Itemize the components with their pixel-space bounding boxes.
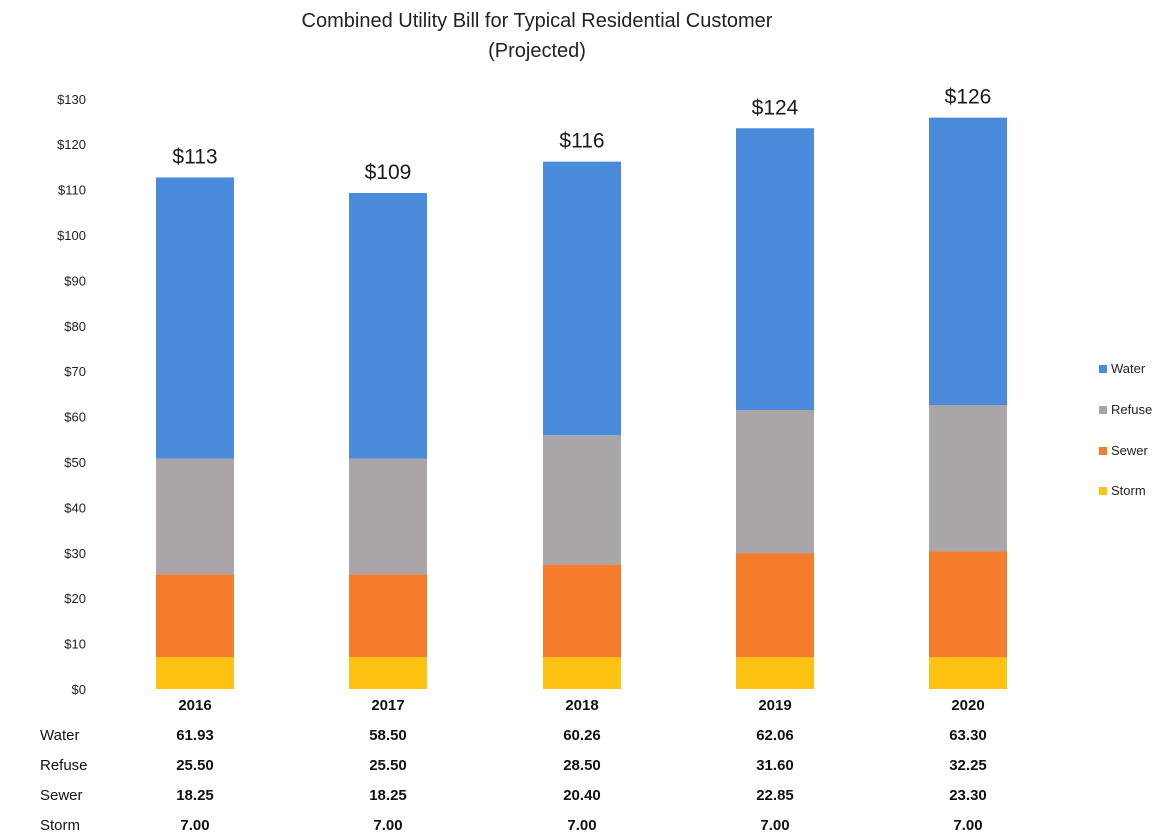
y-axis: $0 $10 $20 $30 $40 $50 $60 $70 $80 $90 $100 $110 $12… <box>57 92 86 697</box>
bar-segment-sewer-2016 <box>156 574 234 658</box>
bar-segment-refuse-2019 <box>736 410 814 554</box>
bar-segment-storm-2018 <box>543 657 621 689</box>
legend-label-refuse: Refuse <box>1111 402 1152 417</box>
bar-segment-storm-2019 <box>736 657 814 689</box>
legend: Water Refuse Sewer Storm <box>1099 361 1152 498</box>
bar-segment-sewer-2017 <box>349 574 427 658</box>
y-tick-label--10: $10 <box>64 637 86 652</box>
bar-segment-sewer-2019 <box>736 553 814 658</box>
x-category-label-2018: 2018 <box>565 697 598 714</box>
bar-segment-water-2017 <box>349 193 427 459</box>
table-row-label-sewer: Sewer <box>40 787 83 804</box>
data-table: Water 61.93 58.50 60.26 62.06 63.30 Refuse 25.5… <box>40 727 987 834</box>
table-cell-sewer-2017: 18.25 <box>369 787 407 804</box>
y-tick-label--80: $80 <box>64 319 86 334</box>
y-tick-label--120: $120 <box>57 137 86 152</box>
legend-swatch-sewer <box>1099 447 1107 455</box>
y-tick-label--30: $30 <box>64 546 86 561</box>
table-cell-refuse-2019: 31.60 <box>756 757 794 774</box>
table-cell-water-2018: 60.26 <box>563 727 601 744</box>
table-cell-sewer-2018: 20.40 <box>563 787 601 804</box>
bar-total-label-2017: $109 <box>365 161 412 184</box>
table-cell-storm-2019: 7.00 <box>760 817 789 834</box>
y-tick-label--110: $110 <box>58 183 86 198</box>
legend-swatch-refuse <box>1099 406 1107 414</box>
table-cell-sewer-2019: 22.85 <box>756 787 794 804</box>
table-row-label-storm: Storm <box>40 817 80 834</box>
bar-segment-refuse-2016 <box>156 458 234 575</box>
y-tick-label--60: $60 <box>64 410 86 425</box>
bar-segment-water-2019 <box>736 128 814 411</box>
chart-subtitle: (Projected) <box>488 40 586 62</box>
x-category-label-2020: 2020 <box>951 697 984 714</box>
bar-total-label-2019: $124 <box>752 96 799 119</box>
bar-total-label-2020: $126 <box>945 86 992 109</box>
legend-label-sewer: Sewer <box>1111 443 1149 458</box>
table-cell-water-2020: 63.30 <box>949 727 987 744</box>
chart-title: Combined Utility Bill for Typical Reside… <box>302 10 773 32</box>
bar-totals: $113 $109 $116 $124 $126 <box>172 86 991 184</box>
bar-segment-water-2020 <box>929 117 1007 406</box>
bar-segment-refuse-2020 <box>929 405 1007 552</box>
table-cell-refuse-2020: 32.25 <box>949 757 987 774</box>
y-tick-label--50: $50 <box>64 455 86 470</box>
y-tick-label--90: $90 <box>64 273 86 288</box>
table-cell-refuse-2018: 28.50 <box>563 757 601 774</box>
bar-segment-refuse-2017 <box>349 458 427 575</box>
bar-segment-storm-2017 <box>349 657 427 689</box>
bar-segment-water-2018 <box>543 161 621 436</box>
x-category-label-2017: 2017 <box>371 697 404 714</box>
y-tick-label--70: $70 <box>64 364 86 379</box>
x-category-label-2016: 2016 <box>178 697 211 714</box>
x-axis: 2016 2017 2018 2019 2020 <box>178 697 984 714</box>
table-cell-water-2019: 62.06 <box>756 727 794 744</box>
y-tick-label--100: $100 <box>57 228 86 243</box>
bar-total-label-2016: $113 <box>172 145 217 168</box>
bar-segment-water-2016 <box>156 177 234 459</box>
legend-label-water: Water <box>1111 361 1146 376</box>
table-cell-refuse-2016: 25.50 <box>176 757 214 774</box>
legend-label-storm: Storm <box>1111 483 1146 498</box>
bar-segment-storm-2020 <box>929 657 1007 689</box>
y-tick-label--0: $0 <box>72 682 86 697</box>
bar-segment-refuse-2018 <box>543 435 621 565</box>
table-cell-storm-2016: 7.00 <box>180 817 209 834</box>
table-cell-sewer-2016: 18.25 <box>176 787 214 804</box>
legend-swatch-storm <box>1099 487 1107 495</box>
bar-segment-storm-2016 <box>156 657 234 689</box>
table-cell-storm-2018: 7.00 <box>567 817 596 834</box>
bar-total-label-2018: $116 <box>559 130 604 153</box>
table-row-label-refuse: Refuse <box>40 757 88 774</box>
y-tick-label--40: $40 <box>64 500 86 515</box>
table-cell-water-2017: 58.50 <box>369 727 407 744</box>
table-cell-refuse-2017: 25.50 <box>369 757 407 774</box>
table-cell-storm-2020: 7.00 <box>953 817 982 834</box>
bar-segment-sewer-2020 <box>929 551 1007 658</box>
bars <box>156 117 1007 689</box>
x-category-label-2019: 2019 <box>758 697 791 714</box>
y-tick-label--20: $20 <box>64 591 86 606</box>
y-tick-label--130: $130 <box>57 92 86 107</box>
table-cell-sewer-2020: 23.30 <box>949 787 987 804</box>
legend-swatch-water <box>1099 365 1107 373</box>
table-cell-storm-2017: 7.00 <box>373 817 402 834</box>
table-row-label-water: Water <box>40 727 79 744</box>
table-cell-water-2016: 61.93 <box>176 727 214 744</box>
bar-segment-sewer-2018 <box>543 564 621 658</box>
